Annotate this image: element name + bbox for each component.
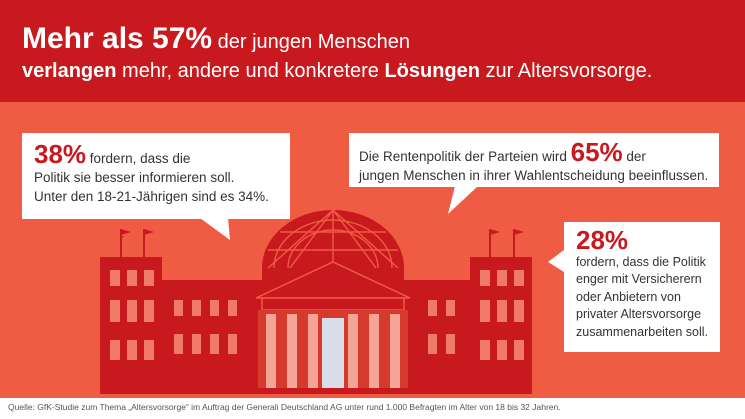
bubble-side: 28% fordern, dass die Politik enger mit … bbox=[564, 222, 720, 352]
windows bbox=[110, 270, 524, 360]
bubble-left: 38% fordern, dass die Politik sie besser… bbox=[22, 133, 290, 219]
percent-28: 28% bbox=[576, 225, 629, 255]
percent-65: 65% bbox=[570, 137, 623, 167]
headline-line-1: Mehr als 57% der jungen Menschen bbox=[22, 22, 411, 55]
dome-grid bbox=[267, 209, 399, 269]
columns bbox=[266, 314, 400, 388]
headline-line-2: verlangen mehr, andere und konkretere Lö… bbox=[22, 60, 653, 82]
header-banner: Mehr als 57% der jungen Menschen verlang… bbox=[0, 0, 745, 102]
footer: Quelle: GfK-Studie zum Thema „Altersvors… bbox=[0, 398, 745, 419]
source-note: Quelle: GfK-Studie zum Thema „Altersvors… bbox=[8, 402, 561, 412]
bubble-right: Die Rentenpolitik der Parteien wird 65% … bbox=[349, 133, 719, 187]
percent-38: 38% bbox=[34, 139, 87, 169]
bubble-side-tail bbox=[548, 250, 564, 272]
reichstag-building-illustration bbox=[100, 186, 564, 394]
bubble-left-tail bbox=[200, 218, 230, 240]
bubble-right-tail bbox=[448, 186, 478, 214]
